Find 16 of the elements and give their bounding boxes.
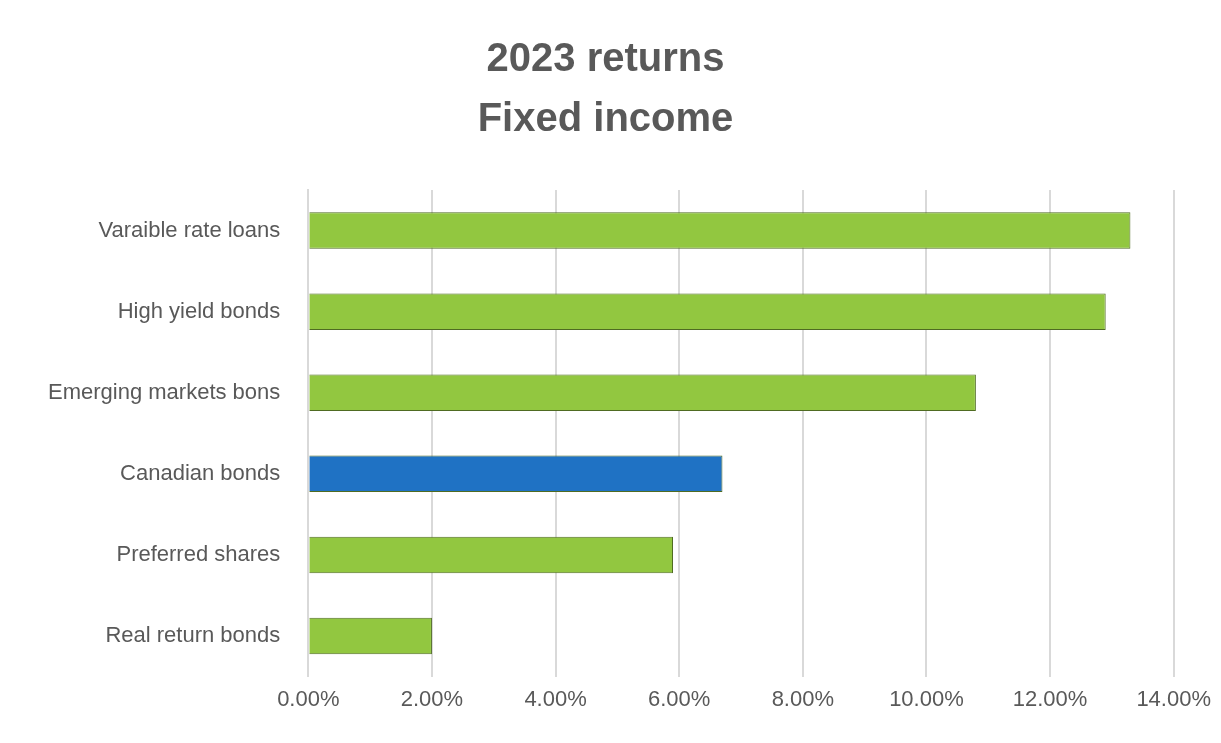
y-tick-label: Preferred shares [116,541,281,567]
y-tick-label: High yield bonds [117,297,281,323]
y-tick-label: Emerging markets bons [47,378,281,404]
x-tick-label: 8.00% [771,685,835,711]
x-tick-label: 14.00% [1136,685,1211,711]
y-tick-label: Varaible rate loans [98,216,281,242]
y-tick-label: Canadian bonds [120,459,281,485]
x-tick-label: 0.00% [277,685,340,711]
x-tick-label: 12.00% [1012,685,1088,711]
x-tick-label: 10.00% [889,685,964,711]
y-tick-label: Real return bonds [105,622,281,648]
x-tick-label: 6.00% [648,685,711,711]
x-tick-label: 4.00% [524,685,587,711]
x-tick-label: 2.00% [400,685,464,711]
text: Fixed income [477,95,734,140]
text: 2023 returns [486,35,725,80]
